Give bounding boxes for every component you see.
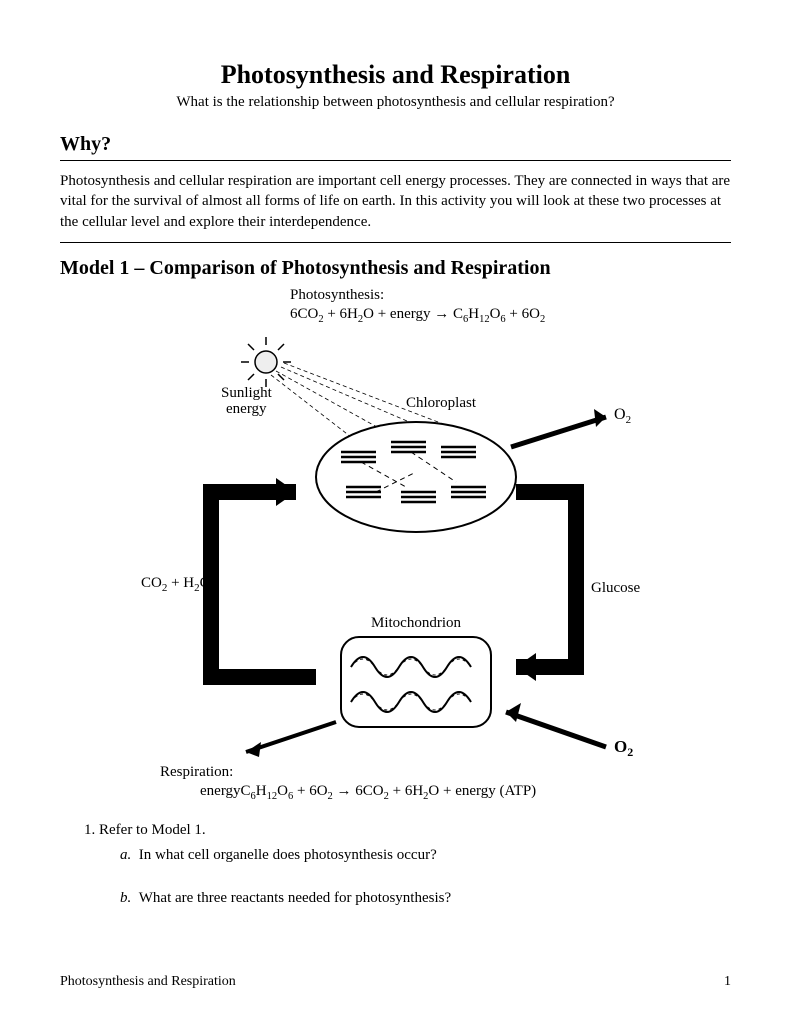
- question-1: 1. Refer to Model 1.: [84, 822, 731, 839]
- page-title: Photosynthesis and Respiration: [60, 60, 731, 90]
- respiration-label: Respiration:: [160, 764, 233, 780]
- question-1a: a. In what cell organelle does photosynt…: [120, 847, 731, 864]
- photosynthesis-formula: 6CO2 + 6H2O + energy → C6H12O6 + 6O2: [290, 306, 545, 322]
- photosynthesis-equation: Photosynthesis: 6CO2 + 6H2O + energy → C…: [290, 286, 731, 327]
- footer-page-number: 1: [724, 974, 731, 990]
- o2-top-arrow: [511, 409, 606, 447]
- model-heading: Model 1 – Comparison of Photosynthesis a…: [60, 257, 731, 280]
- respiration-formula: energyC6H12O6 + 6O2 → 6CO2 + 6H2O + ener…: [200, 782, 536, 804]
- arrow-right-down: [516, 492, 576, 681]
- rule-bottom: [60, 242, 731, 243]
- page-footer: Photosynthesis and Respiration 1: [60, 974, 731, 990]
- why-heading: Why?: [60, 133, 731, 156]
- o2-top-label: O2: [614, 406, 631, 426]
- cycle-diagram: Sunlight energy Chloroplast O2 Glucose C…: [116, 327, 676, 757]
- page-subtitle: What is the relationship between photosy…: [60, 94, 731, 111]
- why-body: Photosynthesis and cellular respiration …: [60, 171, 731, 232]
- chloroplast-shape: [316, 422, 516, 532]
- footer-left: Photosynthesis and Respiration: [60, 974, 236, 990]
- sunlight-label: Sunlight: [221, 385, 273, 401]
- o2-bot-label: O2: [614, 737, 633, 757]
- arrow-bottom-left: [246, 722, 336, 757]
- sun-icon: [241, 337, 291, 387]
- sunlight-label2: energy: [226, 401, 267, 417]
- question-list: 1. Refer to Model 1. a. In what cell org…: [60, 822, 731, 907]
- rule-top: [60, 160, 731, 161]
- co2-h2o-label: CO2 + H2O: [141, 575, 211, 594]
- glucose-label: Glucose: [591, 580, 640, 596]
- o2-bot-arrow: [506, 703, 606, 747]
- photosynthesis-label: Photosynthesis:: [290, 287, 384, 303]
- arrow-left-up: [211, 478, 316, 677]
- mitochondrion-shape: [341, 637, 491, 727]
- chloroplast-label: Chloroplast: [406, 395, 477, 411]
- mitochondrion-label: Mitochondrion: [371, 615, 461, 631]
- question-1b: b. What are three reactants needed for p…: [120, 890, 731, 907]
- respiration-equation: Respiration: energyC6H12O6 + 6O2 → 6CO2 …: [160, 763, 731, 804]
